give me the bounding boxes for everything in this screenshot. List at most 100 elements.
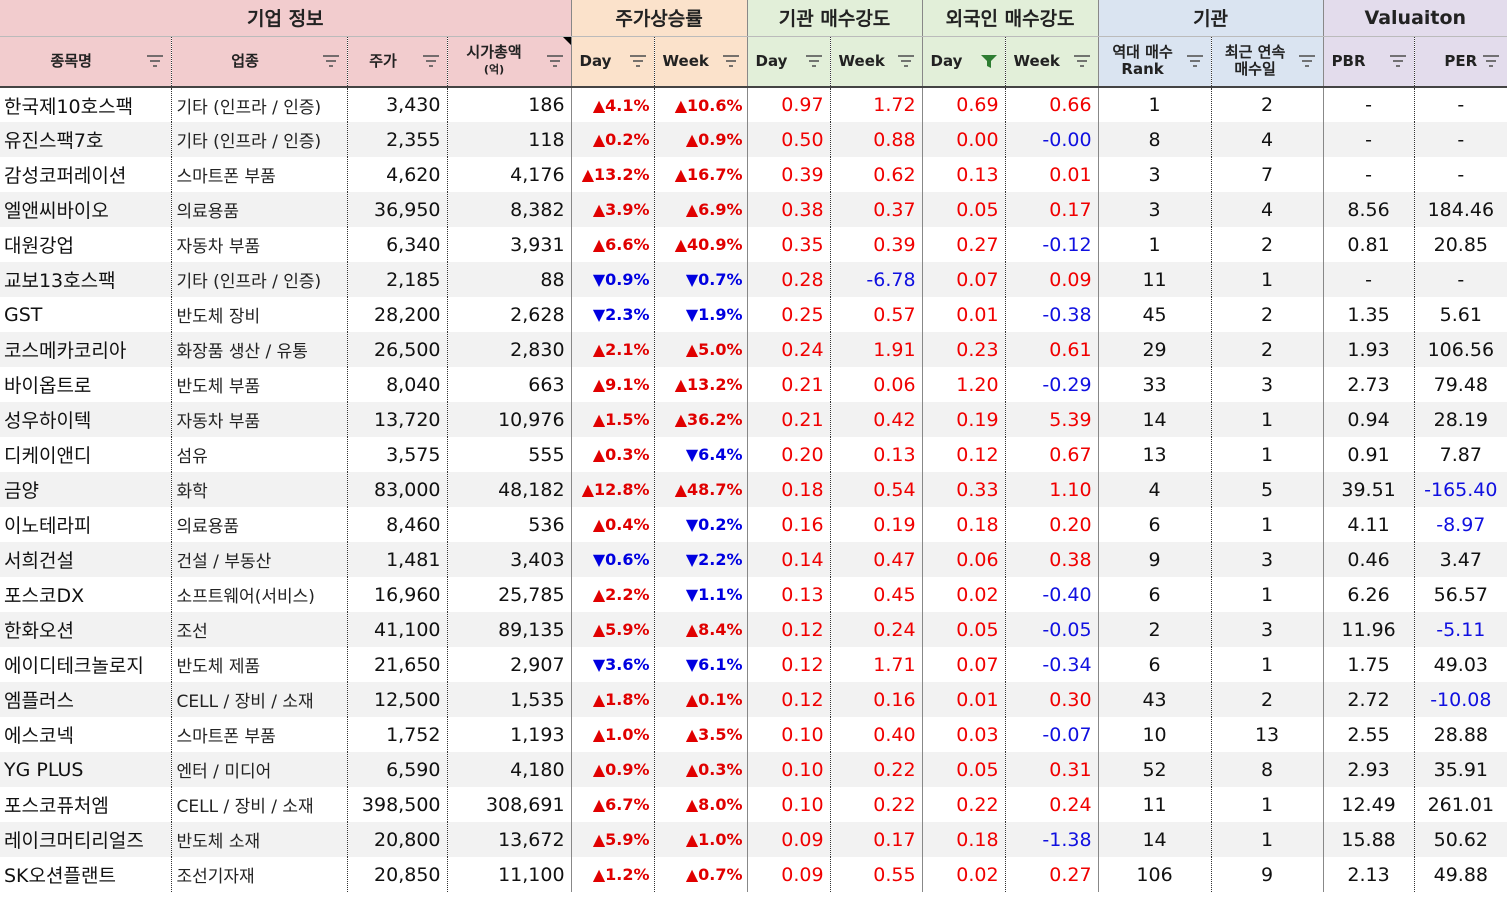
- price-change-day-cell[interactable]: ▲1.5%: [571, 402, 655, 437]
- filter-dropdown-icon[interactable]: [721, 52, 741, 70]
- industry-cell[interactable]: 기타 (인프라 / 인증): [171, 87, 348, 122]
- filter-dropdown-icon[interactable]: [804, 52, 824, 70]
- stock-name-cell[interactable]: 포스코퓨처엠: [0, 787, 172, 822]
- price-change-day-cell[interactable]: ▲0.9%: [571, 752, 655, 787]
- foreign-strength-week-cell[interactable]: -1.38: [1005, 822, 1099, 857]
- buy-rank-cell[interactable]: 3: [1098, 157, 1212, 192]
- pbr-cell[interactable]: 2.72: [1323, 682, 1415, 717]
- price-change-week-cell[interactable]: ▲8.0%: [654, 787, 748, 822]
- stock-name-cell[interactable]: 대원강업: [0, 227, 172, 262]
- price-cell[interactable]: 8,460: [347, 507, 448, 542]
- buy-rank-cell[interactable]: 1: [1098, 87, 1212, 122]
- pbr-cell[interactable]: 6.26: [1323, 577, 1415, 612]
- industry-cell[interactable]: CELL / 장비 / 소재: [171, 682, 348, 717]
- foreign-strength-week-cell[interactable]: 0.27: [1005, 857, 1099, 892]
- consecutive-days-cell[interactable]: 1: [1211, 437, 1324, 472]
- header-buy-rank[interactable]: 역대 매수 Rank: [1098, 36, 1212, 88]
- market-cap-cell[interactable]: 186: [447, 87, 572, 122]
- industry-cell[interactable]: 의료용품: [171, 192, 348, 227]
- foreign-strength-day-cell[interactable]: 0.18: [922, 507, 1006, 542]
- per-cell[interactable]: -: [1414, 122, 1507, 157]
- foreign-strength-day-cell[interactable]: 0.13: [922, 157, 1006, 192]
- foreign-strength-week-cell[interactable]: -0.12: [1005, 227, 1099, 262]
- inst-strength-day-cell[interactable]: 0.12: [747, 647, 831, 682]
- price-change-day-cell[interactable]: ▲6.6%: [571, 227, 655, 262]
- industry-cell[interactable]: 반도체 소재: [171, 822, 348, 857]
- buy-rank-cell[interactable]: 11: [1098, 787, 1212, 822]
- inst-strength-week-cell[interactable]: 0.40: [830, 717, 923, 752]
- header-market-cap[interactable]: 시가총액 (억): [447, 36, 572, 88]
- consecutive-days-cell[interactable]: 3: [1211, 542, 1324, 577]
- consecutive-days-cell[interactable]: 1: [1211, 262, 1324, 297]
- market-cap-cell[interactable]: 663: [447, 367, 572, 402]
- consecutive-days-cell[interactable]: 2: [1211, 87, 1324, 122]
- foreign-strength-day-cell[interactable]: 0.27: [922, 227, 1006, 262]
- filter-dropdown-icon[interactable]: [896, 52, 916, 70]
- header-consecutive-days[interactable]: 최근 연속 매수일: [1211, 36, 1324, 88]
- per-cell[interactable]: -165.40: [1414, 472, 1507, 507]
- stock-name-cell[interactable]: 한화오션: [0, 612, 172, 647]
- pbr-cell[interactable]: 8.56: [1323, 192, 1415, 227]
- pbr-cell[interactable]: 0.91: [1323, 437, 1415, 472]
- price-change-day-cell[interactable]: ▲2.1%: [571, 332, 655, 367]
- price-change-week-cell[interactable]: ▲10.6%: [654, 87, 748, 122]
- buy-rank-cell[interactable]: 106: [1098, 857, 1212, 892]
- foreign-strength-day-cell[interactable]: 0.05: [922, 612, 1006, 647]
- market-cap-cell[interactable]: 308,691: [447, 787, 572, 822]
- consecutive-days-cell[interactable]: 3: [1211, 367, 1324, 402]
- inst-strength-week-cell[interactable]: 1.91: [830, 332, 923, 367]
- inst-strength-week-cell[interactable]: 0.39: [830, 227, 923, 262]
- pbr-cell[interactable]: 1.75: [1323, 647, 1415, 682]
- buy-rank-cell[interactable]: 1: [1098, 227, 1212, 262]
- inst-strength-day-cell[interactable]: 0.24: [747, 332, 831, 367]
- market-cap-cell[interactable]: 4,176: [447, 157, 572, 192]
- filter-dropdown-icon[interactable]: [1072, 52, 1092, 70]
- market-cap-cell[interactable]: 48,182: [447, 472, 572, 507]
- market-cap-cell[interactable]: 1,535: [447, 682, 572, 717]
- stock-name-cell[interactable]: 레이크머티리얼즈: [0, 822, 172, 857]
- foreign-strength-week-cell[interactable]: -0.05: [1005, 612, 1099, 647]
- price-change-week-cell[interactable]: ▼0.7%: [654, 262, 748, 297]
- foreign-strength-week-cell[interactable]: -0.29: [1005, 367, 1099, 402]
- consecutive-days-cell[interactable]: 4: [1211, 192, 1324, 227]
- pbr-cell[interactable]: 12.49: [1323, 787, 1415, 822]
- per-cell[interactable]: 50.62: [1414, 822, 1507, 857]
- filter-dropdown-icon[interactable]: [421, 52, 441, 70]
- industry-cell[interactable]: 의료용품: [171, 507, 348, 542]
- inst-strength-week-cell[interactable]: 0.55: [830, 857, 923, 892]
- industry-cell[interactable]: 기타 (인프라 / 인증): [171, 122, 348, 157]
- buy-rank-cell[interactable]: 11: [1098, 262, 1212, 297]
- pbr-cell[interactable]: 2.93: [1323, 752, 1415, 787]
- price-change-day-cell[interactable]: ▼0.9%: [571, 262, 655, 297]
- industry-cell[interactable]: 자동차 부품: [171, 227, 348, 262]
- market-cap-cell[interactable]: 3,403: [447, 542, 572, 577]
- filter-dropdown-icon[interactable]: [628, 52, 648, 70]
- price-change-day-cell[interactable]: ▲5.9%: [571, 822, 655, 857]
- buy-rank-cell[interactable]: 6: [1098, 577, 1212, 612]
- foreign-strength-week-cell[interactable]: -0.34: [1005, 647, 1099, 682]
- foreign-strength-week-cell[interactable]: -0.38: [1005, 297, 1099, 332]
- stock-name-cell[interactable]: 성우하이텍: [0, 402, 172, 437]
- industry-cell[interactable]: 엔터 / 미디어: [171, 752, 348, 787]
- inst-strength-week-cell[interactable]: 1.71: [830, 647, 923, 682]
- foreign-strength-week-cell[interactable]: 5.39: [1005, 402, 1099, 437]
- price-change-week-cell[interactable]: ▲48.7%: [654, 472, 748, 507]
- stock-name-cell[interactable]: 엠플러스: [0, 682, 172, 717]
- price-change-week-cell[interactable]: ▲13.2%: [654, 367, 748, 402]
- inst-strength-day-cell[interactable]: 0.09: [747, 857, 831, 892]
- industry-cell[interactable]: 반도체 제품: [171, 647, 348, 682]
- price-change-week-cell[interactable]: ▲1.0%: [654, 822, 748, 857]
- foreign-strength-day-cell[interactable]: 0.33: [922, 472, 1006, 507]
- per-cell[interactable]: 28.88: [1433, 723, 1489, 746]
- per-cell[interactable]: -10.08: [1414, 682, 1507, 717]
- price-change-week-cell[interactable]: ▲0.7%: [654, 857, 748, 892]
- per-cell[interactable]: -5.11: [1414, 612, 1507, 647]
- price-change-day-cell[interactable]: ▲6.7%: [571, 787, 655, 822]
- header-industry[interactable]: 업종: [171, 36, 348, 88]
- foreign-strength-day-cell[interactable]: 0.01: [922, 682, 1006, 717]
- price-change-day-cell[interactable]: ▲4.1%: [571, 87, 655, 122]
- inst-strength-week-cell[interactable]: 1.72: [830, 87, 923, 122]
- header-foreign-day[interactable]: Day: [922, 36, 1006, 88]
- inst-strength-week-cell[interactable]: 0.13: [830, 437, 923, 472]
- market-cap-cell[interactable]: 3,931: [447, 227, 572, 262]
